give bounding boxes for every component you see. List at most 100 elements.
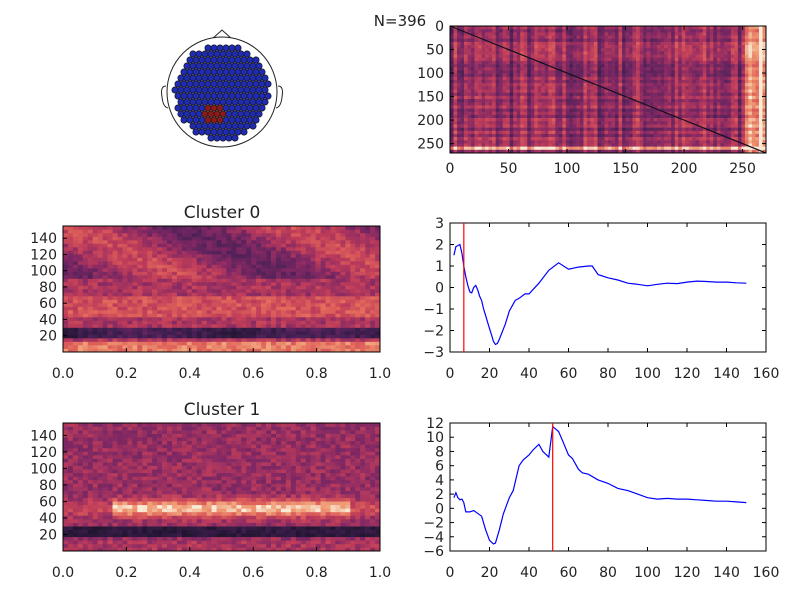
spectrogram-cell <box>67 327 74 332</box>
matrix-cell <box>523 86 528 90</box>
matrix-cell <box>608 133 612 138</box>
matrix-cell <box>636 26 640 30</box>
matrix-cell <box>488 51 493 55</box>
matrix-cell <box>734 38 739 43</box>
matrix-cell <box>590 149 595 154</box>
matrix-cell <box>460 95 465 100</box>
spectrogram-cell <box>117 348 123 353</box>
matrix-cell <box>523 41 528 46</box>
matrix-cell <box>478 108 482 113</box>
matrix-cell <box>709 38 714 43</box>
sensor-dot <box>228 92 236 100</box>
matrix-cell <box>537 130 542 135</box>
spectrogram-cell <box>221 320 227 325</box>
matrix-cell <box>471 130 475 135</box>
matrix-cell <box>555 57 560 62</box>
matrix-cell <box>572 29 577 33</box>
matrix-cell <box>741 51 746 55</box>
matrix-cell <box>604 41 609 46</box>
matrix-cell <box>650 127 654 132</box>
spectrogram-cell <box>77 345 84 349</box>
matrix-cell <box>534 105 539 109</box>
matrix-cell <box>471 79 475 84</box>
matrix-cell <box>576 70 581 74</box>
spectrogram-cell <box>221 299 227 304</box>
matrix-cell <box>678 149 683 154</box>
spectrogram-cell <box>370 345 376 349</box>
spectrogram-cell <box>97 348 103 353</box>
spectrogram-cell <box>280 310 287 314</box>
matrix-cell <box>590 146 595 151</box>
matrix-cell <box>520 26 525 30</box>
spectrogram-cell <box>355 317 361 321</box>
matrix-cell <box>530 133 535 138</box>
matrix-cell <box>586 127 591 132</box>
matrix-cell <box>534 67 539 71</box>
matrix-cell <box>513 143 518 147</box>
matrix-cell <box>499 83 503 87</box>
matrix-cell <box>530 92 535 97</box>
matrix-cell <box>513 73 518 78</box>
sensor-dot <box>234 80 242 88</box>
spectrogram-cell <box>122 324 128 328</box>
matrix-cell <box>730 45 735 49</box>
matrix-cell <box>558 86 563 90</box>
matrix-cell <box>513 64 518 68</box>
matrix-cell <box>565 67 570 71</box>
sensor-dot <box>210 92 218 100</box>
matrix-cell <box>646 35 651 39</box>
matrix-cell <box>495 60 500 65</box>
matrix-cell <box>597 67 602 71</box>
matrix-cell <box>478 54 482 59</box>
matrix-cell <box>495 92 500 97</box>
matrix-cell <box>653 127 658 132</box>
sensor-dot <box>177 86 185 94</box>
matrix-cell <box>523 114 528 119</box>
matrix-cell <box>513 102 518 106</box>
matrix-cell <box>453 130 458 135</box>
spectrogram-cell <box>67 338 74 342</box>
matrix-cell <box>586 133 591 138</box>
matrix-cell <box>453 54 458 59</box>
matrix-cell <box>583 105 588 109</box>
matrix-cell <box>695 143 700 147</box>
matrix-cell <box>730 54 735 59</box>
spectrogram-cell <box>181 327 188 332</box>
matrix-cell <box>706 51 711 55</box>
spectrogram-cell <box>335 313 341 318</box>
matrix-cell <box>523 143 528 147</box>
matrix-cell <box>523 73 528 78</box>
matrix-cell <box>643 105 647 109</box>
matrix-cell <box>537 137 542 141</box>
matrix-cell <box>474 76 479 81</box>
matrix-cell <box>664 118 668 122</box>
matrix-cell <box>639 143 644 147</box>
spectrogram-cell <box>157 306 163 311</box>
matrix-cell <box>527 67 532 71</box>
matrix-cell <box>720 146 725 151</box>
spectrogram-cell <box>221 345 227 349</box>
matrix-cell <box>509 118 514 122</box>
sensor-dot <box>243 122 251 130</box>
matrix-cell <box>478 38 482 43</box>
matrix-cell <box>678 111 683 116</box>
matrix-cell <box>622 51 626 55</box>
spectrogram-cell <box>67 331 74 335</box>
matrix-cell <box>579 146 584 151</box>
matrix-cell <box>664 105 668 109</box>
spectrogram-cell <box>216 348 222 353</box>
matrix-cell <box>488 111 493 116</box>
matrix-cell <box>653 64 658 68</box>
spectrogram-cell <box>167 303 173 307</box>
matrix-cell <box>618 118 623 122</box>
spectrogram-cell <box>102 320 108 325</box>
spectrogram-cell <box>127 320 133 325</box>
matrix-cell <box>657 86 661 90</box>
matrix-cell <box>583 95 588 100</box>
matrix-cell <box>643 95 647 100</box>
matrix-cell <box>748 57 753 62</box>
matrix-cell <box>464 57 468 62</box>
matrix-cell <box>537 35 542 39</box>
matrix-cell <box>723 130 728 135</box>
spectrogram-cell <box>87 296 94 300</box>
